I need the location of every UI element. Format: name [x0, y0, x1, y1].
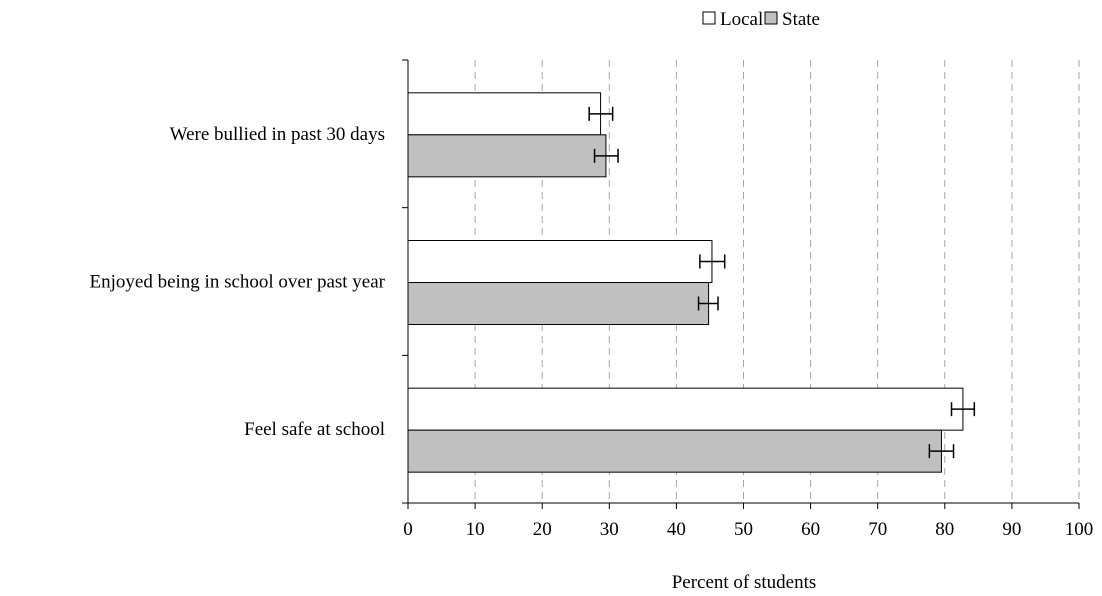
bar-local-1: [407, 92, 602, 136]
category-label: Enjoyed being in school over past year: [90, 272, 386, 293]
legend: Local State: [702, 9, 820, 30]
legend-swatch-local: [702, 11, 716, 25]
bars: [407, 92, 976, 473]
bar-state-2: [407, 282, 710, 325]
bar-local-2: [407, 240, 713, 283]
x-tick-label: 40: [667, 519, 686, 540]
bar-state-3: [407, 429, 942, 473]
x-tick-label: 20: [533, 519, 552, 540]
bar-local-3: [407, 387, 964, 431]
axes: 0 10 20 30 40 50 60 70 80 90 100: [402, 59, 1094, 540]
x-tick-label: 60: [801, 519, 820, 540]
bar-state-1: [407, 134, 607, 178]
category-label: Were bullied in past 30 days: [170, 124, 385, 145]
x-tick-label: 70: [868, 519, 887, 540]
legend-label-state: State: [782, 9, 820, 30]
legend-swatch-state: [764, 11, 778, 25]
x-tick-label: 100: [1065, 519, 1094, 540]
legend-label-local: Local: [720, 9, 763, 30]
x-tick-label: 10: [466, 519, 485, 540]
x-tick-label: 0: [403, 519, 413, 540]
x-tick-label: 90: [1002, 519, 1021, 540]
x-tick-label: 50: [734, 519, 753, 540]
x-axis-title: Percent of students: [672, 572, 817, 593]
x-tick-label: 30: [600, 519, 619, 540]
x-tick-label: 80: [935, 519, 954, 540]
category-label: Feel safe at school: [244, 419, 385, 440]
category-labels: Were bullied in past 30 days Enjoyed bein…: [90, 124, 386, 440]
